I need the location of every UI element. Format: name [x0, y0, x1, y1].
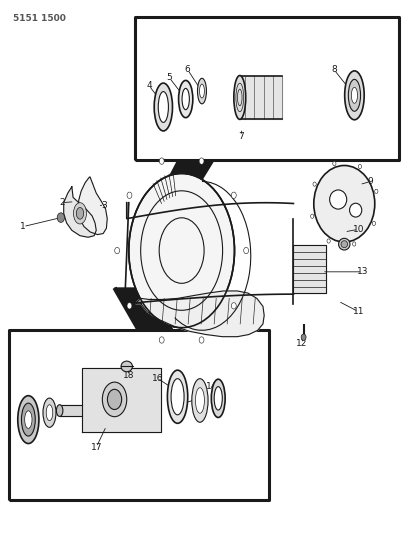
Text: 11: 11	[353, 307, 364, 316]
Ellipse shape	[76, 207, 84, 219]
Circle shape	[244, 247, 248, 254]
Ellipse shape	[197, 78, 206, 104]
Ellipse shape	[314, 165, 375, 242]
Text: 8: 8	[331, 66, 337, 74]
Text: 6: 6	[185, 66, 191, 74]
Polygon shape	[240, 76, 282, 119]
Text: 1: 1	[20, 222, 26, 231]
Ellipse shape	[179, 80, 193, 118]
Ellipse shape	[348, 79, 361, 111]
Ellipse shape	[46, 405, 53, 421]
Ellipse shape	[339, 238, 350, 250]
Ellipse shape	[22, 403, 35, 436]
Circle shape	[333, 161, 336, 166]
Text: 16: 16	[151, 374, 163, 383]
Ellipse shape	[234, 76, 246, 119]
Text: 20: 20	[22, 430, 33, 439]
Circle shape	[301, 334, 306, 341]
Ellipse shape	[167, 370, 188, 423]
Circle shape	[327, 239, 330, 243]
Circle shape	[159, 337, 164, 343]
Circle shape	[231, 192, 236, 198]
Polygon shape	[82, 368, 161, 432]
Ellipse shape	[192, 378, 208, 422]
Polygon shape	[293, 245, 326, 293]
Text: 10: 10	[353, 225, 364, 234]
Ellipse shape	[330, 190, 347, 209]
Circle shape	[199, 337, 204, 343]
Ellipse shape	[56, 405, 63, 416]
Circle shape	[373, 221, 376, 225]
Ellipse shape	[351, 87, 357, 103]
Ellipse shape	[195, 387, 204, 413]
Text: 13: 13	[357, 268, 368, 276]
Text: 14: 14	[206, 382, 218, 391]
Ellipse shape	[25, 411, 32, 429]
Text: 4: 4	[146, 81, 152, 90]
Circle shape	[231, 303, 236, 309]
Polygon shape	[60, 405, 82, 416]
Circle shape	[159, 158, 164, 164]
Circle shape	[57, 213, 64, 222]
Polygon shape	[64, 187, 96, 237]
Text: 18: 18	[123, 371, 135, 380]
Ellipse shape	[211, 379, 225, 417]
Ellipse shape	[154, 83, 173, 131]
Polygon shape	[136, 291, 264, 337]
Ellipse shape	[182, 88, 189, 110]
Text: 2: 2	[59, 198, 64, 207]
Ellipse shape	[214, 386, 222, 410]
Ellipse shape	[350, 203, 362, 217]
Circle shape	[375, 189, 378, 193]
Ellipse shape	[102, 382, 127, 417]
Text: 3: 3	[102, 201, 107, 210]
Circle shape	[313, 182, 316, 186]
Polygon shape	[115, 288, 171, 330]
Ellipse shape	[73, 203, 86, 224]
Circle shape	[353, 242, 356, 246]
Ellipse shape	[43, 398, 56, 427]
Ellipse shape	[121, 361, 133, 372]
Text: 19: 19	[46, 414, 57, 423]
Circle shape	[127, 192, 132, 198]
Circle shape	[310, 214, 314, 219]
Ellipse shape	[200, 84, 204, 98]
Circle shape	[199, 158, 204, 164]
Text: 7: 7	[238, 132, 244, 141]
Ellipse shape	[18, 395, 39, 443]
Ellipse shape	[345, 71, 364, 120]
Ellipse shape	[171, 378, 184, 415]
Polygon shape	[78, 177, 107, 235]
Circle shape	[358, 164, 361, 168]
Ellipse shape	[341, 241, 348, 248]
Circle shape	[127, 303, 132, 309]
Text: 5: 5	[166, 73, 172, 82]
Text: 5151 1500: 5151 1500	[13, 14, 66, 23]
Circle shape	[115, 247, 120, 254]
Text: 9: 9	[368, 177, 374, 186]
Text: 17: 17	[91, 443, 102, 452]
Text: 12: 12	[296, 339, 307, 348]
Ellipse shape	[107, 389, 122, 409]
Ellipse shape	[129, 173, 235, 328]
Ellipse shape	[158, 92, 169, 123]
Text: 15: 15	[174, 400, 185, 409]
Polygon shape	[145, 160, 212, 227]
